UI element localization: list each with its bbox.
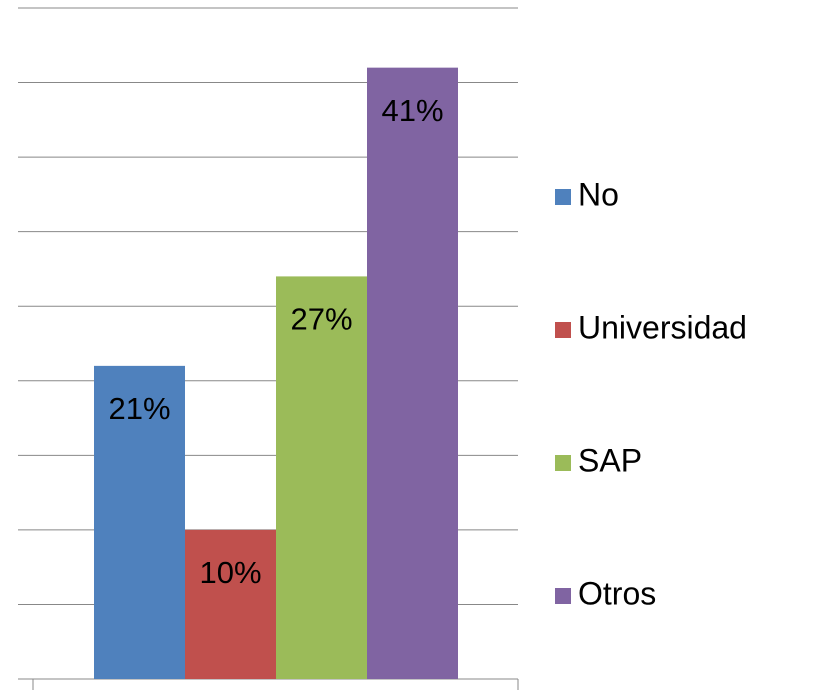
legend-label: SAP [578,442,642,478]
data-label: 41% [381,93,443,128]
bar [367,67,458,679]
legend-label: No [578,176,619,212]
legend-swatch [555,189,571,205]
legend-label: Universidad [578,309,747,345]
legend-swatch [555,322,571,338]
bar [276,276,367,679]
data-label: 27% [290,302,352,337]
data-label: 10% [199,555,261,590]
bar [94,365,185,679]
legend-swatch [555,588,571,604]
legend-swatch [555,455,571,471]
data-label: 21% [108,391,170,426]
bar [185,529,276,679]
legend-label: Otros [578,575,656,611]
